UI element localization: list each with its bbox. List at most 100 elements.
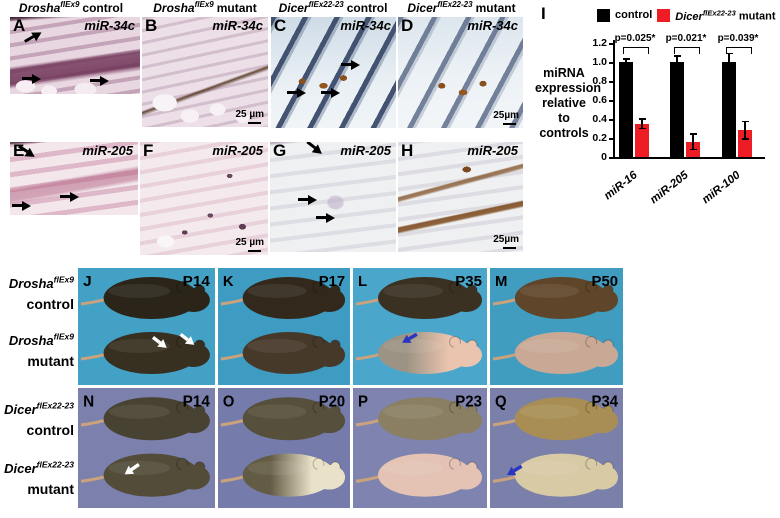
probe-label: miR-205: [82, 143, 133, 158]
mouse-highlight: [108, 284, 171, 298]
probe-label: miR-34c: [467, 18, 518, 33]
y-tick-mark: [609, 157, 613, 159]
error-bar: [676, 55, 678, 69]
row-label-dicer-control: DicerflEx22-23 control: [4, 401, 74, 439]
panel-C-in-situ: C miR-34c: [271, 17, 396, 128]
error-bar-cap: [673, 67, 681, 69]
mouse-highlight: [247, 460, 307, 476]
panel-P-mouse-photo: P P23: [353, 388, 487, 508]
mouse-photo: K P17: [218, 268, 350, 385]
y-tick-label: 0.8: [592, 75, 607, 87]
mouse-highlight: [383, 404, 443, 419]
y-tick-label: 0.2: [592, 132, 607, 144]
chart-legend: control DicerflEx22-23 mutant: [597, 8, 775, 23]
annotation-arrow-icon: [90, 75, 109, 86]
mouse-head: [586, 343, 619, 367]
panel-A-in-situ: A miR-34c: [10, 17, 140, 94]
annotation-arrow-icon: [24, 34, 36, 43]
error-bar-cap: [689, 148, 697, 151]
mouse-highlight: [519, 339, 580, 353]
panel-letter: B: [145, 17, 158, 35]
mouse-highlight: [519, 460, 580, 476]
panel-L-mouse-photo: L P35: [353, 268, 487, 385]
error-bar: [692, 133, 694, 151]
mouse-head: [313, 288, 346, 312]
annotation-arrow-icon: [124, 462, 140, 475]
mouse-highlight: [383, 339, 443, 353]
x-axis-line: [613, 157, 765, 159]
mouse-head: [586, 408, 619, 434]
bar-mutant-miR-100: [738, 130, 752, 157]
annotation-arrow-icon: [306, 142, 318, 151]
legend-label-control: control: [615, 9, 653, 22]
panel-letter: J: [83, 273, 92, 290]
mouse-head: [450, 343, 482, 367]
error-bar: [728, 52, 730, 72]
age-label: P23: [455, 393, 482, 410]
y-tick-mark: [609, 43, 613, 45]
mouse-photo: N P14: [78, 388, 215, 508]
p-value-label: p=0.021*: [665, 33, 707, 44]
mouse-photo: P P23: [353, 388, 487, 508]
annotation-arrow-icon: [179, 333, 195, 345]
panel-letter: O: [223, 393, 235, 410]
mouse-head: [450, 288, 482, 312]
annotation-arrow-icon: [298, 194, 317, 205]
p-value-label: p=0.039*: [717, 33, 759, 44]
panel-letter: M: [495, 273, 507, 290]
probe-label: miR-205: [212, 143, 263, 158]
age-label: P20: [319, 393, 345, 410]
annotation-arrow-icon: [12, 200, 31, 211]
panel-letter: N: [83, 393, 94, 410]
panel-letter: L: [358, 273, 367, 290]
probe-label: miR-205: [340, 143, 391, 158]
scale-bar: 25 µm: [235, 109, 264, 124]
mouse-highlight: [247, 284, 307, 298]
age-label: P14: [183, 273, 211, 290]
panel-O-mouse-photo: O P20: [218, 388, 350, 508]
age-label: P14: [183, 393, 211, 410]
p-value-label: p=0.025*: [614, 33, 656, 44]
panel-letter: E: [13, 142, 25, 160]
probe-label: miR-34c: [340, 18, 391, 33]
mouse-highlight: [247, 339, 307, 353]
row-label-drosha-mutant: DroshaflEx9 mutant: [8, 332, 74, 370]
scale-bar: 25 µm: [235, 237, 264, 252]
mouse-body: [242, 453, 336, 497]
panel-letter: H: [401, 142, 414, 160]
y-tick-mark: [609, 81, 613, 83]
annotation-arrow-icon: [151, 336, 167, 348]
error-bar-cap: [725, 52, 733, 54]
error-bar-cap: [622, 64, 630, 66]
mouse-body: [378, 277, 472, 319]
y-tick-mark: [609, 119, 613, 121]
panel-letter: F: [143, 142, 154, 160]
mouse-head: [450, 464, 482, 490]
error-bar-cap: [638, 118, 646, 120]
mouse-highlight: [519, 404, 580, 419]
mouse-body: [514, 397, 609, 441]
panel-F-in-situ: F miR-205 25 µm: [140, 142, 268, 255]
bar-mutant-miR-16: [635, 123, 649, 157]
mouse-body: [103, 453, 200, 497]
annotation-arrow-icon: [287, 87, 306, 98]
x-tick-label: miR-100: [700, 169, 743, 207]
column-header-drosha-mutant: DroshaflEx9 mutant: [153, 0, 257, 15]
mouse-photo: O P20: [218, 388, 350, 508]
y-tick-mark: [609, 62, 613, 64]
error-bar-cap: [741, 120, 749, 123]
error-bar: [625, 58, 627, 66]
legend-swatch-control: [597, 8, 610, 22]
mouse-highlight: [383, 284, 443, 298]
panel-letter: G: [273, 142, 287, 160]
mouse-body: [378, 332, 472, 374]
y-tick-label: 0: [601, 151, 607, 163]
panel-K-mouse-photo: K P17: [218, 268, 350, 385]
panel-letter: Q: [495, 393, 507, 410]
panel-N-mouse-photo: N P14: [78, 388, 215, 508]
error-bar-cap: [725, 70, 733, 72]
mouse-body: [514, 332, 609, 374]
annotation-arrow-icon: [402, 332, 418, 343]
bar-control-miR-205: [670, 62, 684, 157]
legend-label-mutant: DicerflEx22-23 mutant: [675, 8, 776, 23]
